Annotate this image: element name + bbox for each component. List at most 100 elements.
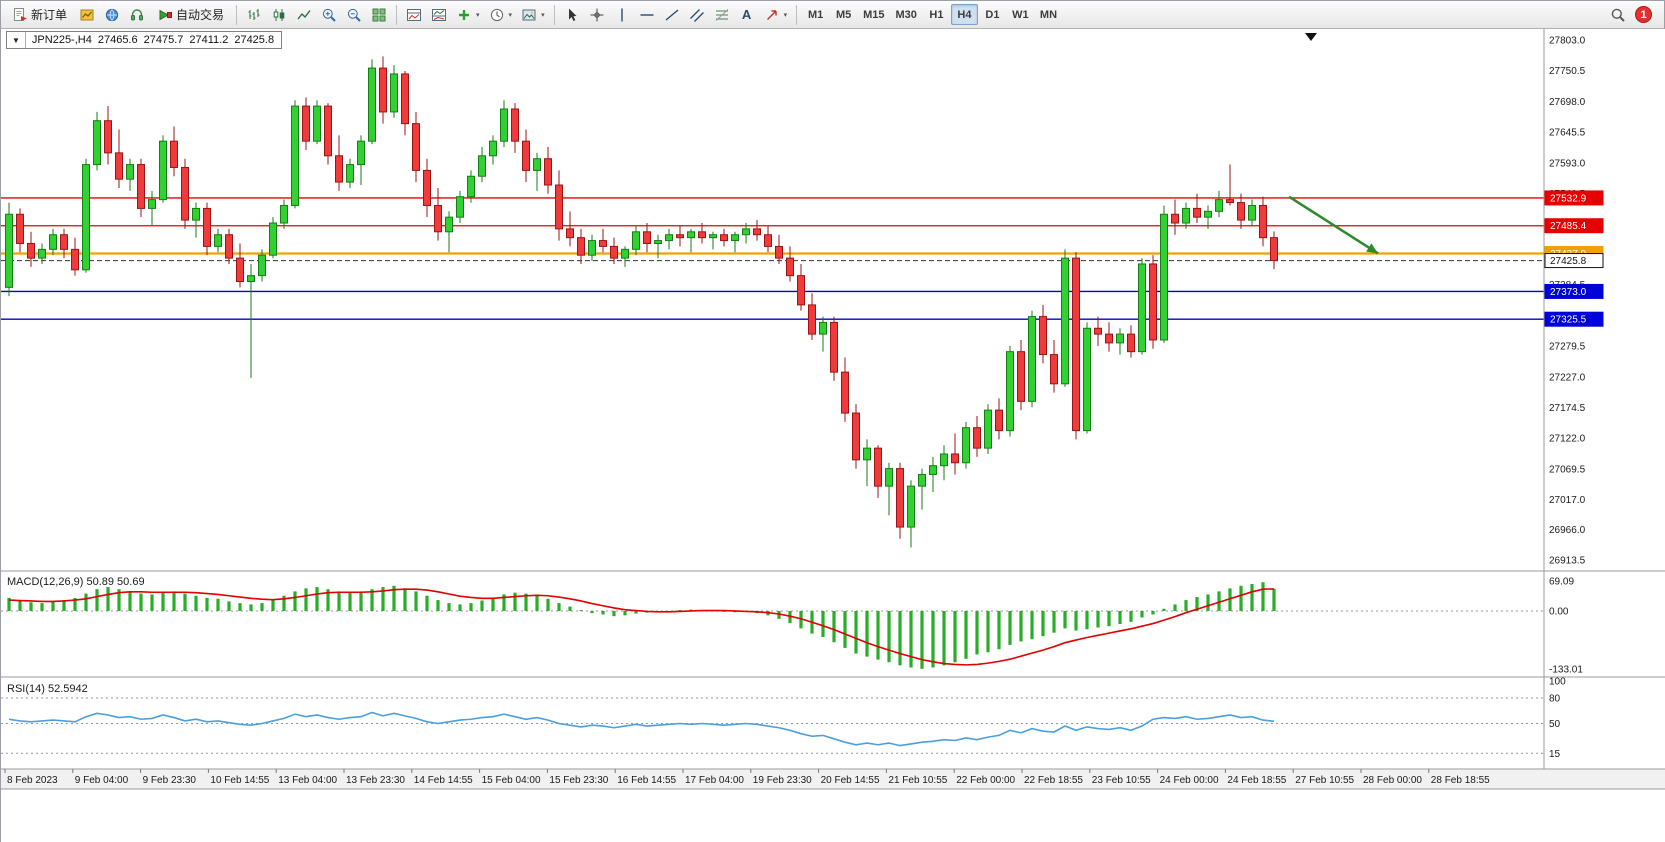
new-order-button[interactable]: 新订单 xyxy=(5,3,74,26)
quotes-button[interactable] xyxy=(100,3,124,26)
subwindow-indicator-icon xyxy=(432,8,447,21)
svg-text:15 Feb 04:00: 15 Feb 04:00 xyxy=(482,775,541,786)
horizontal-line-tool-button[interactable] xyxy=(635,3,659,26)
vertical-line-tool-button[interactable] xyxy=(610,3,634,26)
svg-text:13 Feb 04:00: 13 Feb 04:00 xyxy=(278,775,337,786)
svg-text:27279.5: 27279.5 xyxy=(1549,342,1586,353)
vertical-line-icon xyxy=(620,8,623,21)
new-order-icon xyxy=(14,7,27,21)
svg-text:27 Feb 10:55: 27 Feb 10:55 xyxy=(1295,775,1354,786)
svg-text:20 Feb 14:55: 20 Feb 14:55 xyxy=(821,775,880,786)
timeframe-D1-button[interactable]: D1 xyxy=(979,4,1006,25)
crosshair-tool-button[interactable] xyxy=(585,3,609,26)
cursor-tool-button[interactable] xyxy=(560,3,584,26)
svg-text:27325.5: 27325.5 xyxy=(1550,315,1587,326)
svg-text:26913.5: 26913.5 xyxy=(1549,556,1586,567)
svg-text:27593.0: 27593.0 xyxy=(1549,158,1586,169)
crosshair-icon xyxy=(590,8,604,21)
svg-text:27750.5: 27750.5 xyxy=(1549,66,1586,77)
ohlc-low-value: 27411.2 xyxy=(189,34,229,46)
svg-text:22 Feb 18:55: 22 Feb 18:55 xyxy=(1024,775,1083,786)
fibonacci-tool-button[interactable] xyxy=(710,3,734,26)
svg-text:27803.0: 27803.0 xyxy=(1549,36,1586,47)
charts-button[interactable] xyxy=(75,3,99,26)
svg-text:15: 15 xyxy=(1549,749,1561,760)
dropdown-caret-icon: ▾ xyxy=(783,11,788,19)
arrow-tool-icon xyxy=(766,9,777,20)
svg-text:24 Feb 00:00: 24 Feb 00:00 xyxy=(1160,775,1219,786)
svg-text:9 Feb 23:30: 9 Feb 23:30 xyxy=(143,775,197,786)
timeframe-W1-button[interactable]: W1 xyxy=(1007,4,1034,25)
oneclick-trading-expander[interactable]: ▼ xyxy=(7,32,26,48)
community-button[interactable] xyxy=(125,3,149,26)
svg-text:13 Feb 23:30: 13 Feb 23:30 xyxy=(346,775,405,786)
svg-text:27174.5: 27174.5 xyxy=(1549,403,1586,414)
svg-text:27698.0: 27698.0 xyxy=(1549,97,1586,108)
trendline-icon xyxy=(665,8,679,21)
line-chart-icon xyxy=(297,9,311,19)
svg-text:27227.0: 27227.0 xyxy=(1549,372,1586,383)
auto-trading-button[interactable]: 自动交易 xyxy=(150,3,231,26)
ohlc-close-value: 27425.8 xyxy=(234,34,275,46)
globe-icon xyxy=(105,8,119,21)
gold-chart-icon xyxy=(80,9,94,20)
candlestick-mode-button[interactable] xyxy=(267,3,291,26)
toolbar-separator xyxy=(553,4,555,25)
channel-tool-button[interactable] xyxy=(685,3,709,26)
zoom-in-button[interactable] xyxy=(317,3,341,26)
chart-symbol-label: JPN225-,H4 xyxy=(31,34,92,46)
timeframe-MN-button[interactable]: MN xyxy=(1035,4,1062,25)
timeframe-H4-button[interactable]: H4 xyxy=(950,4,978,25)
text-tool-button[interactable]: A xyxy=(735,3,759,26)
svg-text:28 Feb 18:55: 28 Feb 18:55 xyxy=(1431,775,1490,786)
svg-text:23 Feb 10:55: 23 Feb 10:55 xyxy=(1092,775,1151,786)
zoom-out-button[interactable] xyxy=(342,3,366,26)
timeframe-H1-button[interactable]: H1 xyxy=(923,4,950,25)
notification-badge[interactable]: 1 xyxy=(1635,6,1652,23)
chart-window: 27803.027750.527698.027645.527593.027540… xyxy=(1,29,1665,842)
indicators-window-button[interactable] xyxy=(402,3,426,26)
svg-text:27645.5: 27645.5 xyxy=(1549,128,1586,139)
svg-text:21 Feb 10:55: 21 Feb 10:55 xyxy=(888,775,947,786)
svg-text:24 Feb 18:55: 24 Feb 18:55 xyxy=(1227,775,1286,786)
timeframe-M1-button[interactable]: M1 xyxy=(802,4,829,25)
svg-text:27122.0: 27122.0 xyxy=(1549,434,1586,445)
svg-text:RSI(14) 52.5942: RSI(14) 52.5942 xyxy=(7,683,88,695)
headset-icon xyxy=(131,8,144,20)
svg-text:27425.8: 27425.8 xyxy=(1550,256,1587,267)
svg-text:17 Feb 04:00: 17 Feb 04:00 xyxy=(685,775,744,786)
chart-shift-marker[interactable] xyxy=(1305,33,1317,41)
indicator-window-icon xyxy=(407,8,422,21)
dropdown-caret-icon: ▾ xyxy=(476,11,480,19)
dropdown-caret-icon: ▾ xyxy=(541,11,545,19)
add-indicator-button[interactable]: ▾ xyxy=(452,3,484,26)
tile-windows-button[interactable] xyxy=(367,3,391,26)
svg-text:69.09: 69.09 xyxy=(1549,576,1574,587)
template-image-icon xyxy=(522,9,536,20)
auto-trading-icon xyxy=(159,9,173,20)
templates-button[interactable]: ▾ xyxy=(517,3,549,26)
timeframe-M15-button[interactable]: M15 xyxy=(858,4,889,25)
timeframe-M30-button[interactable]: M30 xyxy=(891,4,922,25)
chart-canvas[interactable]: 27803.027750.527698.027645.527593.027540… xyxy=(1,29,1665,842)
ohlc-high-value: 27475.7 xyxy=(143,34,184,46)
arrows-tool-button[interactable]: ▾ xyxy=(760,3,792,26)
horizontal-line-icon xyxy=(640,13,654,16)
periods-button[interactable]: ▾ xyxy=(485,3,517,26)
trendline-tool-button[interactable] xyxy=(660,3,684,26)
trend-arrow-annotation[interactable] xyxy=(1288,195,1379,255)
search-button[interactable] xyxy=(1606,3,1630,26)
search-icon xyxy=(1611,8,1625,22)
svg-text:19 Feb 23:30: 19 Feb 23:30 xyxy=(753,775,812,786)
svg-text:MACD(12,26,9) 50.89 50.69: MACD(12,26,9) 50.89 50.69 xyxy=(7,576,145,588)
zoom-out-icon xyxy=(347,8,361,22)
timeframe-M5-button[interactable]: M5 xyxy=(830,4,857,25)
svg-text:8 Feb 2023: 8 Feb 2023 xyxy=(7,775,58,786)
bar-chart-mode-button[interactable] xyxy=(242,3,266,26)
auto-trading-label: 自动交易 xyxy=(176,8,225,22)
line-chart-mode-button[interactable] xyxy=(292,3,316,26)
svg-text:50: 50 xyxy=(1549,719,1561,730)
ohlc-open-value: 27465.6 xyxy=(97,34,138,46)
subwindow-indicator-button[interactable] xyxy=(427,3,451,26)
